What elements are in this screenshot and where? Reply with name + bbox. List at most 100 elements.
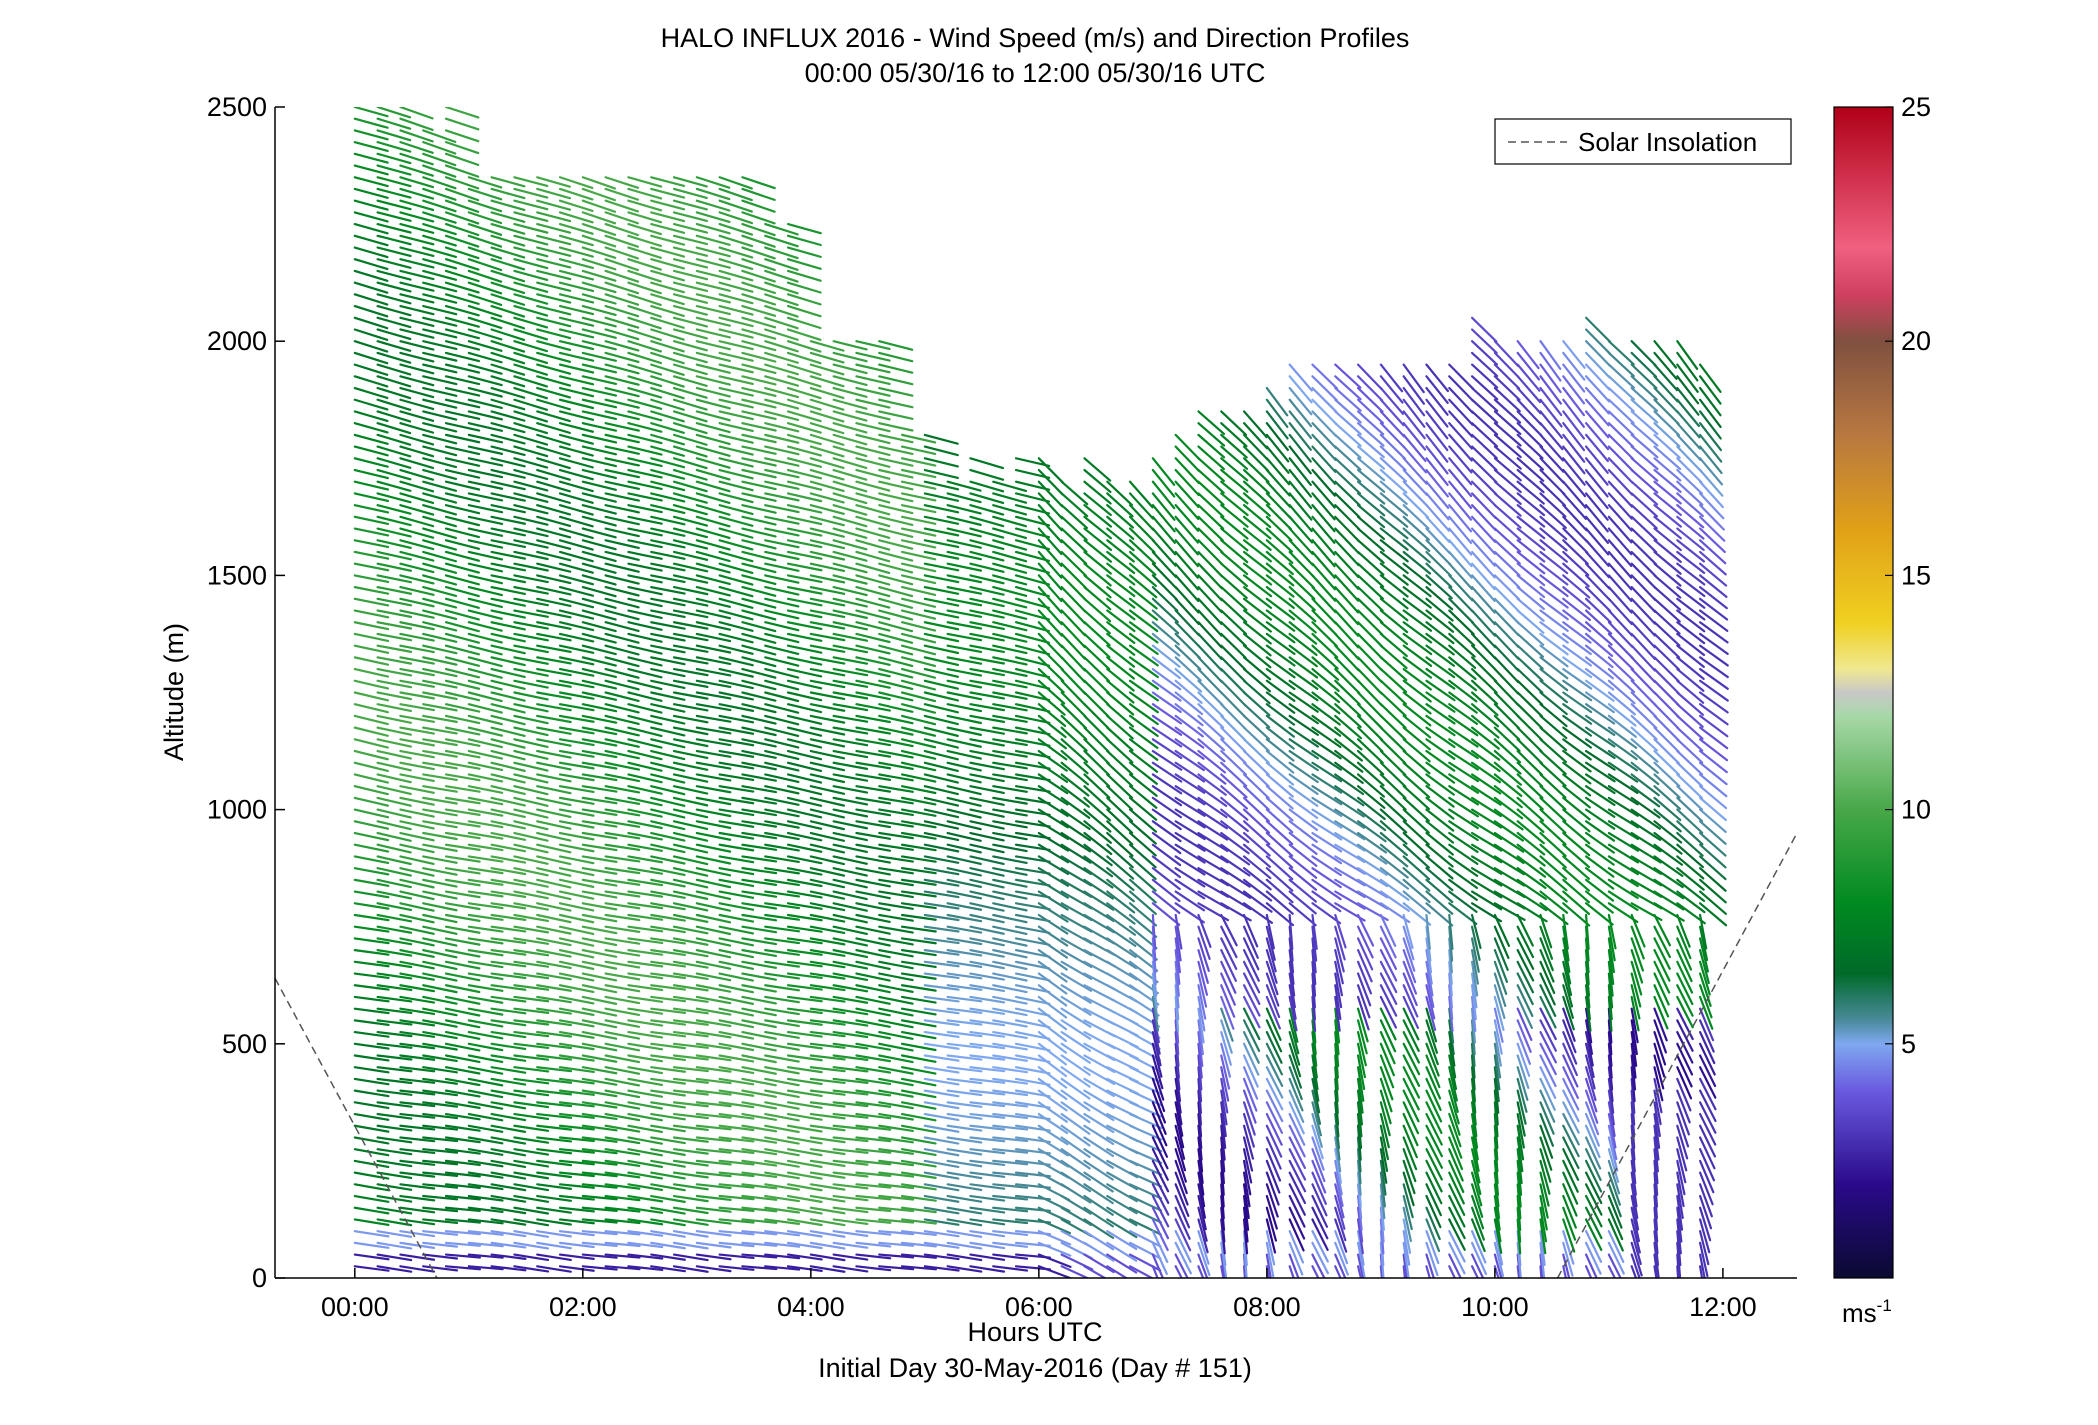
- wind-barb: [1676, 913, 1691, 948]
- wind-barb: [399, 527, 435, 539]
- wind-barb: [399, 1159, 436, 1166]
- wind-barb: [581, 1066, 618, 1075]
- wind-barb: [1676, 1194, 1684, 1231]
- wind-barb: [1311, 843, 1343, 865]
- wind-barb: [1425, 1124, 1443, 1158]
- wind-barb: [878, 422, 914, 432]
- wind-barb: [1060, 539, 1088, 565]
- wind-barb: [1288, 574, 1316, 600]
- wind-barb: [444, 539, 481, 550]
- wind-barb: [399, 609, 435, 619]
- wind-barb: [1060, 796, 1091, 819]
- wind-barb: [1448, 1136, 1464, 1171]
- wind-barb: [1539, 410, 1564, 439]
- wind-barb: [558, 773, 595, 782]
- wind-barb: [1425, 902, 1454, 927]
- wind-barb: [741, 562, 777, 574]
- wind-barb: [1106, 1183, 1138, 1203]
- wind-barb: [1174, 972, 1180, 1009]
- wind-barb: [444, 504, 481, 515]
- wind-barb: [1539, 1112, 1554, 1147]
- wind-barb: [650, 1007, 687, 1014]
- wind-barb: [809, 1030, 846, 1038]
- wind-barb: [1037, 468, 1064, 496]
- wind-barb: [650, 1230, 686, 1238]
- wind-barb: [558, 468, 594, 481]
- wind-barb: [604, 176, 640, 189]
- wind-barb: [1220, 843, 1251, 866]
- wind-barb: [376, 574, 413, 584]
- wind-barb: [604, 656, 640, 668]
- wind-barb: [900, 1183, 937, 1191]
- wind-barb: [946, 984, 983, 991]
- wind-barb: [969, 550, 1005, 562]
- wind-barb: [422, 164, 457, 178]
- wind-barb: [1676, 457, 1703, 484]
- wind-barb: [900, 972, 937, 980]
- wind-barb: [422, 515, 458, 528]
- wind-barb: [1584, 1148, 1602, 1182]
- wind-barb: [1539, 562, 1569, 586]
- wind-barb: [536, 492, 571, 504]
- wind-barb: [992, 714, 1028, 723]
- wind-barb: [809, 761, 846, 772]
- wind-barb: [1562, 1194, 1577, 1229]
- wind-barb: [809, 785, 846, 795]
- wind-barb: [1265, 667, 1296, 691]
- wind-barb: [627, 223, 663, 236]
- wind-barb: [764, 539, 800, 549]
- wind-barb: [1470, 644, 1497, 672]
- wind-barb: [832, 1148, 869, 1154]
- wind-barb: [1174, 714, 1204, 738]
- wind-barb: [581, 422, 618, 432]
- wind-barb: [946, 667, 983, 677]
- wind-barb: [764, 550, 800, 561]
- wind-barb: [399, 867, 435, 877]
- wind-barb: [786, 949, 823, 956]
- wind-barb: [1220, 1077, 1229, 1114]
- wind-barb: [376, 1230, 413, 1238]
- wind-barb: [1425, 632, 1455, 656]
- wind-barb: [604, 1265, 641, 1271]
- wind-barb: [1493, 1066, 1500, 1103]
- wind-barb: [1539, 1136, 1553, 1171]
- wind-barb: [855, 1054, 892, 1063]
- wind-barb: [695, 1112, 732, 1119]
- wind-barb: [1151, 902, 1181, 926]
- wind-barb: [467, 855, 504, 863]
- wind-barb: [1539, 1148, 1552, 1183]
- wind-barb: [422, 1089, 459, 1097]
- wind-barb: [1197, 515, 1224, 542]
- wind-barb: [809, 843, 846, 854]
- wind-barb: [695, 176, 731, 189]
- wind-barb: [946, 726, 982, 736]
- wind-barb: [672, 211, 709, 223]
- wind-barb: [764, 1112, 800, 1122]
- wind-barb: [946, 749, 982, 760]
- wind-barb: [1448, 1042, 1457, 1079]
- wind-barb: [422, 1112, 459, 1120]
- wind-barb: [1242, 878, 1273, 902]
- wind-barb: [1607, 867, 1639, 888]
- wind-barb: [1265, 867, 1294, 892]
- wind-barb: [627, 1253, 664, 1260]
- wind-barb: [422, 1124, 459, 1131]
- wind-barb: [650, 492, 686, 503]
- wind-barb: [1379, 574, 1409, 598]
- wind-barb: [1106, 550, 1136, 575]
- wind-barb: [422, 785, 458, 793]
- wind-barb: [809, 480, 845, 493]
- wind-barb: [878, 925, 914, 934]
- wind-barb: [1425, 749, 1456, 772]
- wind-barb: [1584, 1042, 1595, 1079]
- wind-barb: [1493, 1265, 1500, 1278]
- wind-barb: [1060, 855, 1092, 876]
- wind-barb: [786, 1136, 823, 1145]
- chart-subtitle: 00:00 05/30/16 to 12:00 05/30/16 UTC: [805, 58, 1266, 88]
- wind-barb: [422, 539, 458, 551]
- wind-barb: [718, 293, 754, 305]
- wind-barb: [399, 468, 435, 481]
- wind-barb: [1539, 422, 1564, 451]
- wind-barb: [1425, 574, 1453, 600]
- wind-barb: [786, 738, 823, 749]
